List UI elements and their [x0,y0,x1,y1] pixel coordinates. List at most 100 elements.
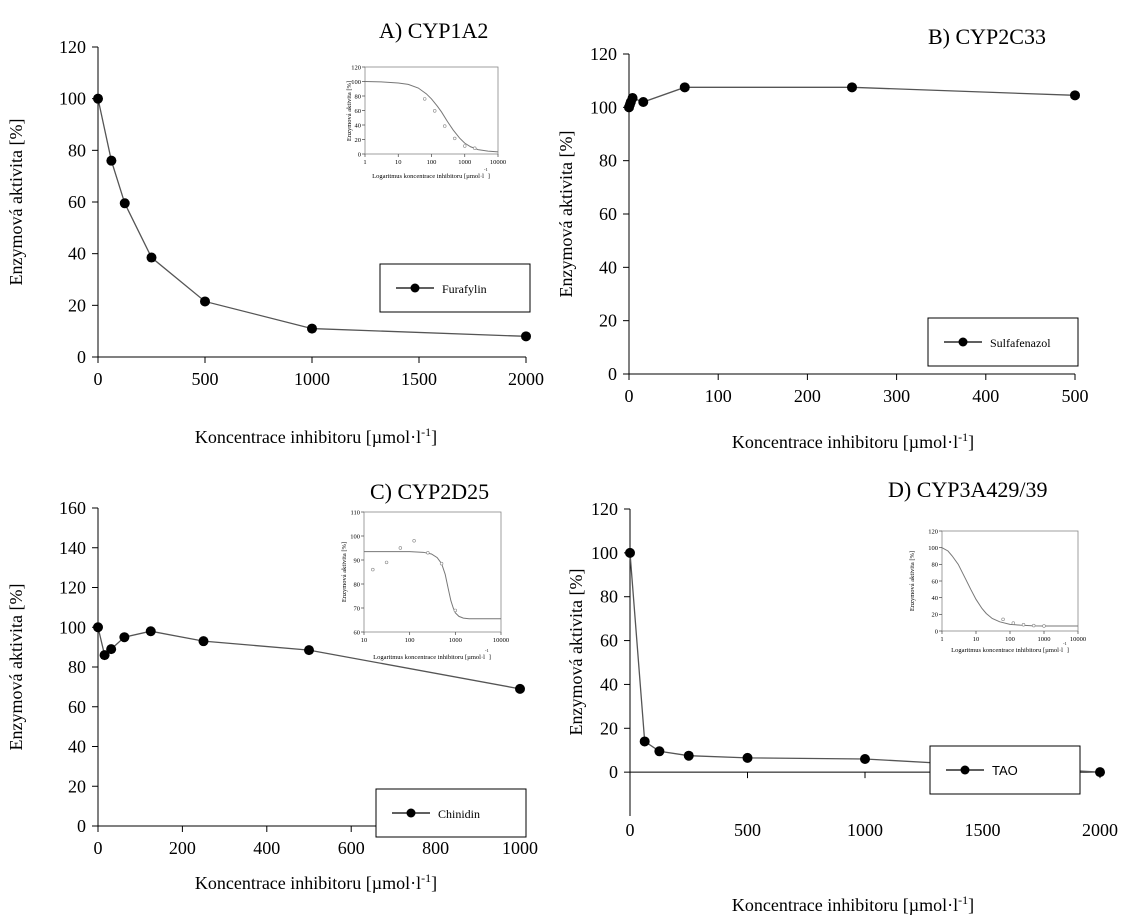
inset-y-tick-label: 100 [350,533,360,540]
data-point [93,94,103,104]
y-axis-label: Enzymová aktivita [%] [566,569,586,736]
data-point [119,632,129,642]
data-point [860,754,870,764]
data-point [200,296,210,306]
inset-data-point [399,547,402,550]
y-tick-label: 60 [600,631,618,651]
chart-title: C) CYP2D25 [370,479,489,504]
y-axis-label: Enzymová aktivita [%] [6,119,26,286]
inset-x-axis-label: Logaritmus koncentrace inhibitoru [µmol·… [373,648,491,661]
inset-x-tick-label: 10 [395,159,402,166]
inset-data-point [454,609,457,612]
inset-x-tick-label: 100 [427,159,437,166]
x-tick-label: 200 [169,838,196,858]
legend-entry: TAO [992,763,1018,778]
legend-marker [407,809,416,818]
inset-data-point [443,125,446,128]
inset-y-tick-label: 80 [355,93,362,100]
inset-frame [364,512,501,632]
y-tick-label: 120 [590,44,617,64]
inset-data-point [1012,622,1015,625]
inset-data-point [426,551,429,554]
y-tick-label: 100 [59,89,86,109]
inset-x-tick-label: 10000 [1070,636,1086,643]
chart-title: D) CYP3A429/39 [888,477,1048,502]
data-point [199,636,209,646]
x-tick-label: 600 [338,838,365,858]
inset-y-tick-label: 100 [928,545,938,552]
legend: Chinidin [376,789,526,837]
data-point [93,622,103,632]
legend-entry: Furafylin [442,282,487,296]
inset-data-point [385,561,388,564]
inset-x-tick-label: 1000 [458,159,471,166]
x-tick-label: 0 [94,369,103,389]
x-tick-label: 200 [794,386,821,406]
x-tick-label: 0 [94,838,103,858]
inset-x-tick-label: 1000 [449,637,462,644]
inset-data-point [473,147,476,150]
inset-data-point [371,568,374,571]
y-tick-label: 0 [77,347,86,367]
x-tick-label: 500 [734,820,761,840]
data-point [106,644,116,654]
data-point [684,751,694,761]
data-point [304,645,314,655]
legend-marker [961,766,970,775]
inset-y-tick-label: 20 [355,137,362,144]
data-point [847,82,857,92]
inset-data-point [423,98,426,101]
inset-y-tick-label: 60 [932,578,939,585]
data-point [654,746,664,756]
series-line [630,553,1100,772]
inset-x-tick-label: 1000 [1038,636,1051,643]
x-axis-label: Koncentrace inhibitoru [µmol·l-1] [195,871,437,893]
data-point [106,156,116,166]
inset-y-tick-label: 120 [928,528,938,535]
inset-x-tick-label: 10000 [490,159,506,166]
inset-x-tick-label: 100 [1005,636,1015,643]
inset-x-tick-label: 10 [973,636,980,643]
data-point [146,626,156,636]
inset-y-tick-label: 0 [358,151,361,158]
y-tick-label: 60 [68,192,86,212]
inset-y-tick-label: 0 [935,628,938,635]
y-tick-label: 140 [59,538,86,558]
inset-y-tick-label: 20 [932,612,939,619]
x-tick-label: 300 [883,386,910,406]
y-tick-label: 60 [599,204,617,224]
inset-y-tick-label: 120 [351,64,361,71]
x-tick-label: 1000 [294,369,330,389]
inset-fit-curve [942,548,1078,626]
y-tick-label: 20 [599,311,617,331]
y-tick-label: 120 [591,499,618,519]
data-point [120,198,130,208]
x-tick-label: 2000 [508,369,544,389]
inset-x-tick-label: 10000 [493,637,509,644]
y-tick-label: 120 [59,578,86,598]
x-tick-label: 0 [625,386,634,406]
y-tick-label: 120 [59,37,86,57]
inset-y-tick-label: 60 [355,108,362,115]
inset-y-axis-label: Enzymová aktivita [%] [346,81,353,141]
x-tick-label: 1500 [401,369,437,389]
y-tick-label: 0 [609,762,618,782]
inset-data-point [440,562,443,565]
inset-frame [942,531,1078,631]
inset-x-tick-label: 1 [940,636,943,643]
chart-panel-b: B) CYP2C330204060801001200 100 200 300 400 50… [556,24,1089,452]
data-point [628,93,638,103]
x-tick-label: 800 [422,838,449,858]
x-tick-label: 500 [1062,386,1089,406]
inset-fit-curve [364,552,501,619]
inset-y-tick-label: 60 [354,629,361,636]
data-point [638,97,648,107]
data-point [640,736,650,746]
y-tick-label: 0 [608,364,617,384]
